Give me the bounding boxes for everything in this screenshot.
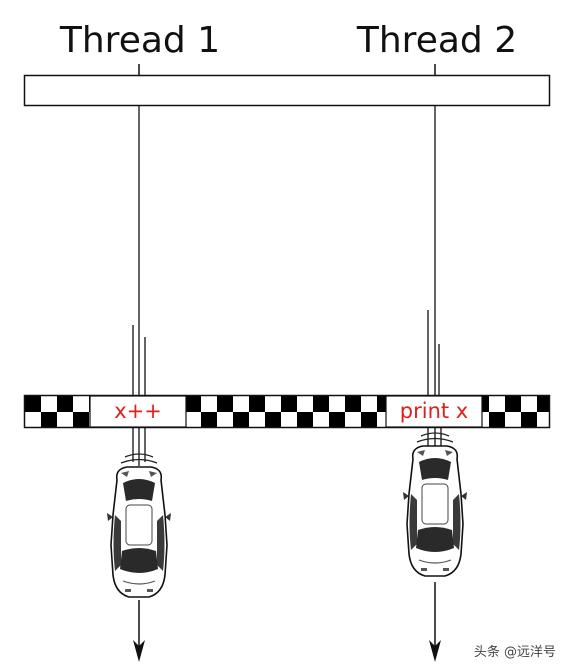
checker-square: [345, 396, 361, 412]
checker-square: [217, 412, 233, 428]
checker-square: [521, 412, 537, 428]
watermark: 头条 @远洋号: [474, 644, 556, 660]
checker-square: [345, 412, 361, 428]
checker-square: [57, 396, 73, 412]
checker-square: [265, 396, 281, 412]
checker-square: [25, 412, 41, 428]
thread-1-title: Thread 1: [59, 20, 220, 61]
checker-square: [281, 412, 297, 428]
checker-square: [265, 412, 281, 428]
checker-square: [313, 396, 329, 412]
checker-square: [489, 396, 505, 412]
checker-square: [505, 396, 521, 412]
thread-2-race-car-icon: [402, 432, 468, 577]
checker-square: [41, 412, 57, 428]
checkered-strip-border: [23, 394, 551, 429]
checker-square: [185, 412, 201, 428]
thread-2-operation-box: [385, 395, 483, 428]
checker-square: [505, 412, 521, 428]
thread-2-motion-lines: [427, 310, 442, 447]
thread-1-race-car-icon: [106, 453, 172, 598]
checker-square: [361, 412, 377, 428]
thread-1-operation-box: [89, 395, 187, 428]
checker-square: [233, 396, 249, 412]
checker-square: [217, 396, 233, 412]
shared-memory-bar: [23, 74, 551, 107]
checker-square: [201, 396, 217, 412]
checker-square: [41, 396, 57, 412]
checker-square: [73, 412, 89, 428]
checker-square: [57, 412, 73, 428]
thread-1-motion-lines: [132, 325, 146, 466]
checker-square: [329, 412, 345, 428]
checker-square: [313, 412, 329, 428]
checker-square: [537, 412, 549, 428]
checker-square: [73, 396, 89, 412]
thread-1-operation: x++: [114, 399, 162, 423]
checker-square: [361, 396, 377, 412]
thread-2-title: Thread 2: [356, 20, 517, 61]
checker-square: [201, 412, 217, 428]
checker-square: [297, 396, 313, 412]
checker-square: [185, 396, 201, 412]
checker-square: [489, 412, 505, 428]
thread-2-down-arrow-icon: [429, 582, 441, 662]
checker-square: [329, 396, 345, 412]
thread-1-down-arrow-icon: [133, 600, 145, 662]
checker-square: [537, 396, 549, 412]
checker-square: [297, 412, 313, 428]
checker-square: [249, 412, 265, 428]
checker-square: [249, 396, 265, 412]
checker-square: [25, 396, 41, 412]
checker-square: [521, 396, 537, 412]
checker-square: [281, 396, 297, 412]
checker-square: [233, 412, 249, 428]
thread-2-operation: print x: [400, 399, 468, 423]
